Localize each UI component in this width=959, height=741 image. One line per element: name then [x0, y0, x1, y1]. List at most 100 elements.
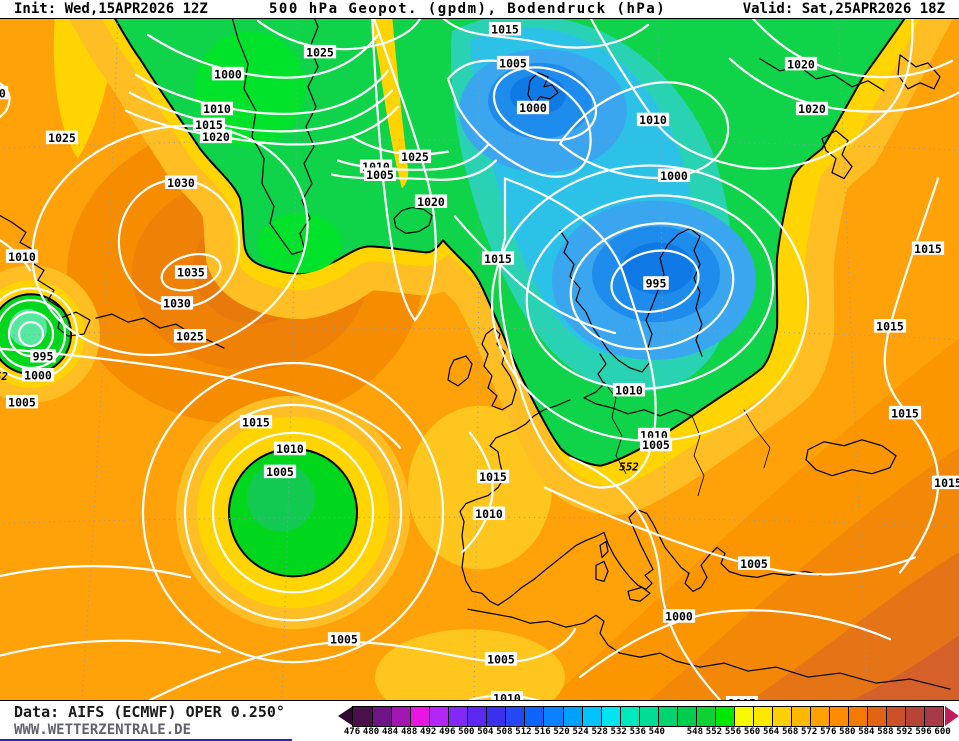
colorbar-tick-label: 568 [782, 727, 799, 737]
colorbar-tick-label: 520 [553, 727, 570, 737]
colorbar-tick-label: 588 [877, 727, 894, 737]
data-source-label: Data: AIFS (ECMWF) OPER 0.250° [14, 703, 285, 721]
isobar-label: 1010 [5, 249, 39, 264]
isobar-label: 1010 [636, 112, 670, 127]
colorbar-segment [429, 707, 449, 726]
colorbar-tick-label: 528 [591, 727, 608, 737]
colorbar-tick-label: 496 [439, 727, 456, 737]
svg-text:1010: 1010 [615, 383, 643, 397]
svg-text:1015: 1015 [484, 252, 512, 266]
colorbar-tick-label: 492 [420, 727, 437, 737]
colorbar-segment [524, 707, 544, 726]
svg-text:1015: 1015 [491, 22, 519, 36]
colorbar-segment [772, 707, 792, 726]
svg-text:1005: 1005 [8, 395, 36, 409]
svg-text:1005: 1005 [487, 653, 515, 667]
svg-text:1010: 1010 [639, 113, 667, 127]
isobar-label: 1030 [164, 175, 198, 190]
isobar-label: 1020 [199, 129, 233, 144]
colorbar-segment [505, 707, 525, 726]
colorbar-tick-label: 500 [458, 727, 475, 737]
svg-text:1010: 1010 [493, 692, 521, 700]
azores-cutoff-low [176, 395, 410, 630]
colorbar-tick-label: 600 [934, 727, 951, 737]
colorbar-segment [486, 707, 506, 726]
colorbar-tick-label: 524 [572, 727, 589, 737]
colorbar-tick-label: 536 [629, 727, 646, 737]
svg-text:1015: 1015 [914, 242, 942, 256]
isobar-label: 1000 [662, 609, 696, 624]
svg-text:1000: 1000 [214, 67, 242, 81]
isobar-label: 1015 [873, 319, 907, 334]
colorbar-tick-label: 584 [858, 727, 875, 737]
svg-text:1000: 1000 [665, 610, 693, 624]
colorbar-tick-label: 560 [743, 727, 761, 737]
svg-text:1000: 1000 [24, 368, 52, 382]
colorbar-tick-label: 540 [648, 727, 665, 737]
colorbar-tick-label: 592 [896, 727, 913, 737]
isobar-label: 1005 [5, 394, 39, 409]
svg-text:1005: 1005 [728, 696, 756, 700]
isobar-label: 1025 [45, 130, 79, 145]
isobar-label: 1030 [160, 296, 194, 311]
map-header: Init: Wed,15APR2026 12Z 500 hPa Geopot. … [0, 0, 959, 18]
colorbar-tick-label: 512 [515, 727, 532, 737]
svg-text:1030: 1030 [0, 86, 6, 100]
colorbar-tick-label: 556 [724, 727, 742, 737]
field-bottom-yellowish [375, 629, 565, 700]
svg-text:1000: 1000 [660, 169, 688, 183]
isobar-label: 1005 [484, 652, 518, 667]
colorbar-tick-label: 508 [496, 727, 513, 737]
isobar-label: 1015 [239, 414, 273, 429]
isobar-label: 1005 [639, 437, 673, 452]
svg-text:1030: 1030 [167, 176, 195, 190]
svg-text:995: 995 [646, 277, 667, 291]
pressure-labels: 1025100010101015102010251030103010351030… [0, 21, 959, 700]
graticule [0, 19, 959, 700]
isobar-label: 1000 [21, 367, 55, 382]
colorbar-tick-label: 552 [705, 727, 723, 737]
colorbar-tick-label: 480 [362, 727, 380, 737]
isobar-label: 1010 [472, 506, 506, 521]
svg-text:1030: 1030 [163, 297, 191, 311]
colorbar-segment [657, 707, 677, 726]
colorbar-segment [733, 707, 753, 726]
svg-text:1015: 1015 [195, 118, 223, 132]
isobar-label: 1010 [612, 382, 646, 397]
isobar-label: 1000 [516, 100, 550, 115]
svg-text:1025: 1025 [176, 330, 204, 344]
colorbar-tick-label: 580 [839, 727, 856, 737]
website-label: WWW.WETTERZENTRALE.DE [14, 722, 192, 738]
colorbar-right-arrow [945, 706, 959, 726]
isobar-label: 1015 [192, 117, 226, 132]
colorbar-tick-label: 532 [610, 727, 627, 737]
isobar-label: 1000 [657, 168, 691, 183]
valid-time-label: Valid: Sat,25APR2026 18Z [742, 1, 945, 17]
svg-text:1015: 1015 [876, 320, 904, 334]
map-footer: Data: AIFS (ECMWF) OPER 0.250° WWW.WETTE… [0, 701, 959, 741]
isobar-label: 1035 [174, 265, 208, 280]
colorbar-segment [391, 707, 411, 726]
isobars [0, 19, 959, 700]
colorbar-segment [676, 707, 696, 726]
colorbar-segment [581, 707, 601, 726]
colorbar-segment [810, 707, 830, 726]
colorbar-tick-label: 504 [477, 727, 494, 737]
colorbar-segment [638, 707, 658, 726]
isobar-label: 995 [643, 276, 669, 291]
isobar-label: 1005 [327, 632, 361, 647]
weather-map-svg: 1025100010101015102010251030103010351030… [0, 19, 959, 700]
colorbar-segment [714, 707, 734, 726]
colorbar-segment [905, 707, 925, 726]
isobar-label: 1015 [888, 405, 922, 420]
svg-text:1020: 1020 [202, 130, 230, 144]
svg-text:1005: 1005 [740, 557, 768, 571]
svg-text:1010: 1010 [8, 250, 36, 264]
svg-text:1025: 1025 [48, 131, 76, 145]
colorbar-tick-label: 484 [381, 727, 399, 737]
colorbar-segment [848, 707, 868, 726]
isobar-label: 1005 [363, 167, 397, 182]
colorbar-segment [600, 707, 620, 726]
isobar-label: 1030 [0, 85, 9, 100]
